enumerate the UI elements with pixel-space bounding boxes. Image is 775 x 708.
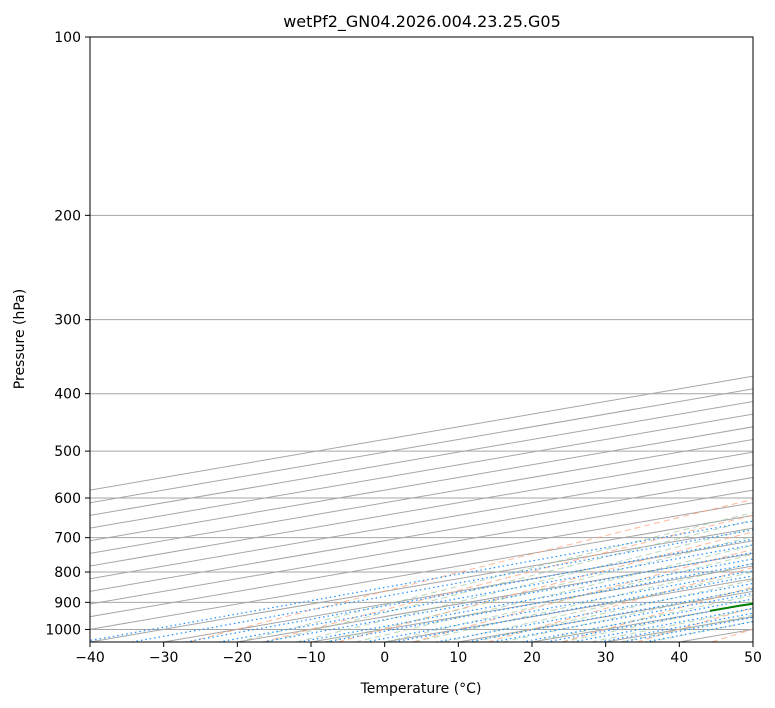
plot-frame bbox=[89, 36, 754, 643]
x-tick-label: −10 bbox=[296, 650, 326, 666]
mixing-ratio-line bbox=[299, 558, 753, 642]
isotherm-line bbox=[90, 438, 753, 554]
isotherm-line bbox=[90, 527, 753, 642]
dry-adiabat-line bbox=[562, 586, 753, 642]
dry-adiabat-line bbox=[263, 514, 753, 642]
moist-adiabat-line bbox=[502, 587, 753, 642]
mixing-ratio-lines bbox=[90, 520, 753, 642]
isotherm-line bbox=[90, 502, 753, 618]
x-tick-label: 20 bbox=[523, 650, 541, 666]
moist-adiabat-line bbox=[531, 594, 753, 642]
x-tick-label: 50 bbox=[744, 650, 762, 666]
isotherm-line bbox=[90, 489, 753, 605]
y-tick-label: 100 bbox=[54, 30, 81, 46]
mixing-ratio-line bbox=[599, 612, 753, 642]
y-axis-label: Pressure (hPa) bbox=[12, 289, 28, 389]
isotherm-line bbox=[90, 476, 753, 592]
x-tick-label: −30 bbox=[149, 650, 179, 666]
moist-adiabat-line bbox=[296, 527, 753, 642]
y-tick-label: 200 bbox=[54, 208, 81, 224]
isotherm-line bbox=[163, 540, 753, 642]
mixing-ratio-line bbox=[622, 616, 753, 642]
x-tick-label: 10 bbox=[449, 650, 467, 666]
x-tick-label: 30 bbox=[597, 650, 615, 666]
y-tick-label: 1000 bbox=[45, 622, 81, 638]
y-tick-label: 800 bbox=[54, 565, 81, 581]
moist-adiabat-line bbox=[266, 519, 753, 642]
x-axis-ticks: −40 −30 −20 −10 0 10 20 30 40 50 bbox=[75, 642, 762, 666]
chart-title: wetPf2_GN04.2026.004.23.25.G05 bbox=[283, 12, 561, 32]
x-tick-label: −40 bbox=[75, 650, 105, 666]
x-axis-label: Temperature (°C) bbox=[360, 681, 482, 697]
isotherm-line bbox=[90, 451, 753, 567]
y-tick-label: 300 bbox=[54, 313, 81, 329]
x-tick-label: 40 bbox=[670, 650, 688, 666]
moist-adiabat-line bbox=[443, 571, 753, 642]
y-tick-label: 500 bbox=[54, 444, 81, 460]
isotherm-lines bbox=[90, 375, 753, 642]
x-tick-label: −20 bbox=[223, 650, 253, 666]
moist-adiabat-line bbox=[384, 553, 753, 642]
moist-adiabat-line bbox=[237, 512, 753, 642]
y-tick-label: 400 bbox=[54, 387, 81, 403]
dry-adiabat-line bbox=[487, 567, 753, 642]
x-tick-label: 0 bbox=[380, 650, 389, 666]
mixing-ratio-line bbox=[262, 551, 753, 642]
mixing-ratio-line bbox=[325, 563, 753, 642]
y-tick-label: 700 bbox=[54, 531, 81, 547]
y-tick-label: 900 bbox=[54, 595, 81, 611]
isotherm-line bbox=[90, 514, 753, 630]
mixing-ratio-line bbox=[218, 544, 753, 642]
y-tick-label: 600 bbox=[54, 491, 81, 507]
isotherm-line bbox=[90, 464, 753, 580]
background-grid bbox=[90, 37, 753, 642]
mixing-ratio-line bbox=[185, 538, 753, 642]
y-axis-ticks: 100 200 300 400 500 600 700 800 900 1000 bbox=[45, 30, 90, 638]
